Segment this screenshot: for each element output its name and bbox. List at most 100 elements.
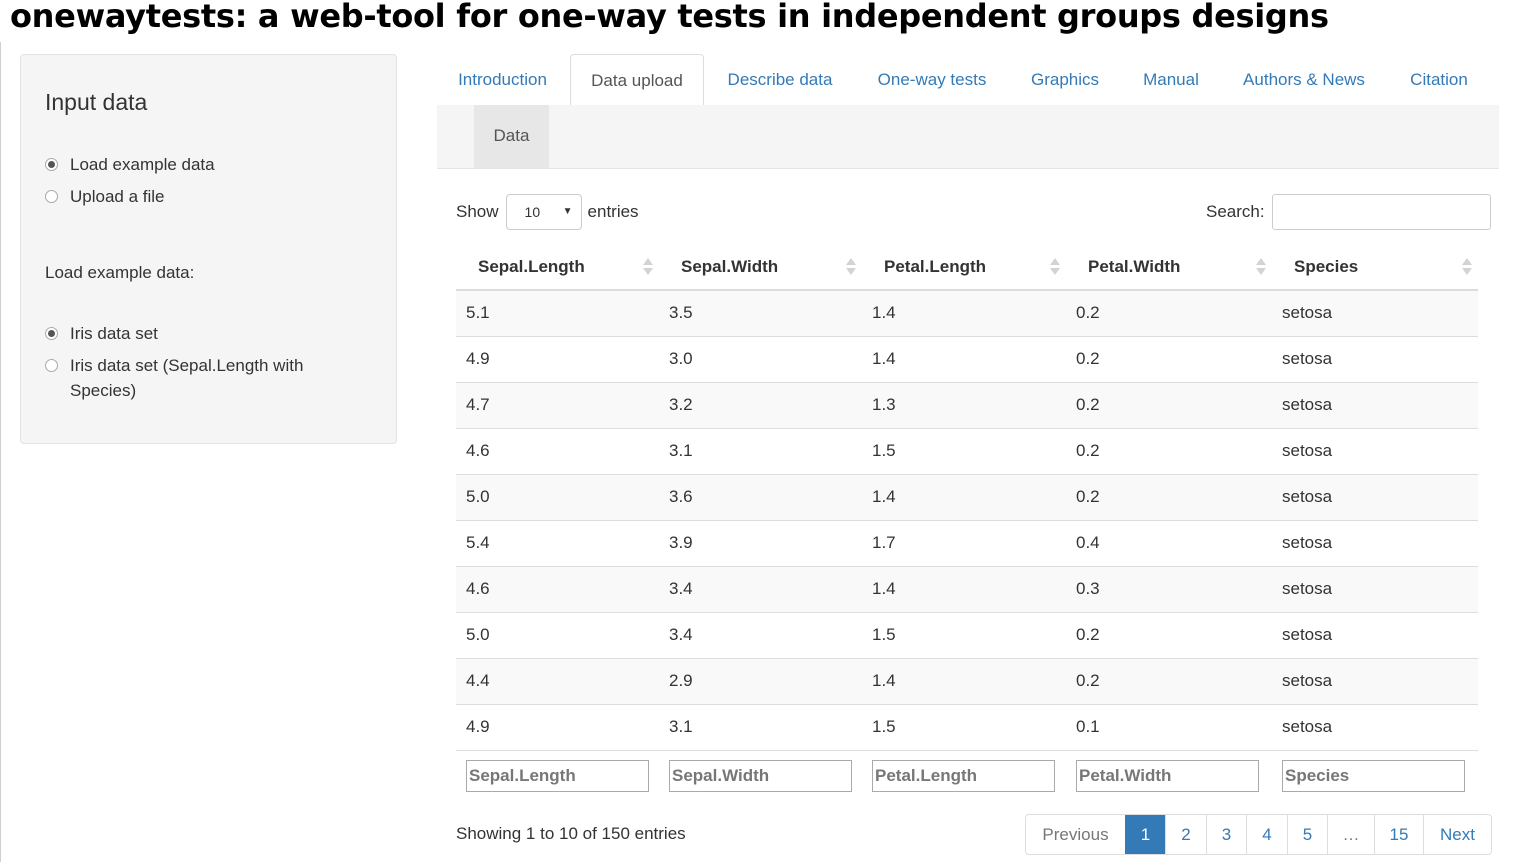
column-header-label: Petal.Width (1088, 256, 1181, 276)
radio-load-example-label: Load example data (70, 155, 215, 174)
column-header-sepal-length[interactable]: Sepal.Length (456, 244, 659, 291)
table-cell: 1.4 (862, 658, 1066, 705)
radio-upload-file-button[interactable] (45, 190, 58, 203)
table-cell: 5.4 (456, 520, 659, 567)
radio-load-example-button[interactable] (45, 158, 58, 171)
table-cell: 4.6 (456, 428, 659, 475)
column-header-label: Sepal.Length (478, 256, 585, 276)
table-cell: 3.9 (659, 520, 862, 567)
column-header-sepal-width[interactable]: Sepal.Width (659, 244, 862, 291)
table-cell: 0.2 (1066, 658, 1272, 705)
sort-icon (643, 258, 653, 276)
pagination-previous[interactable]: Previous (1042, 825, 1109, 844)
radio-upload-file[interactable]: Upload a file (45, 184, 165, 209)
table-row[interactable]: 5.4 3.9 1.7 0.4 setosa (456, 520, 1478, 567)
pagination-page-4[interactable]: 4 (1246, 815, 1287, 854)
pagination-page-5[interactable]: 5 (1287, 815, 1327, 854)
radio-iris[interactable]: Iris data set (45, 321, 158, 346)
table-cell: setosa (1272, 612, 1478, 659)
table-cell: 1.5 (862, 612, 1066, 659)
radio-load-example[interactable]: Load example data (45, 152, 215, 177)
radio-iris-sepal[interactable]: Iris data set (Sepal.Length with Species… (45, 353, 315, 403)
radio-iris-button[interactable] (45, 327, 58, 340)
table-cell: 5.0 (456, 474, 659, 521)
table-cell: 0.4 (1066, 520, 1272, 567)
filter-petal-width-input[interactable] (1076, 760, 1259, 793)
table-cell: 3.2 (659, 382, 862, 429)
tab-manual[interactable]: Manual (1143, 70, 1199, 89)
column-header-petal-width[interactable]: Petal.Width (1066, 244, 1272, 291)
table-cell: 3.4 (659, 612, 862, 659)
table-cell: setosa (1272, 658, 1478, 705)
table-row[interactable]: 4.7 3.2 1.3 0.2 setosa (456, 382, 1478, 429)
tab-introduction[interactable]: Introduction (458, 70, 547, 89)
column-header-label: Petal.Length (884, 256, 987, 276)
sort-icon (1050, 258, 1060, 276)
table-row[interactable]: 4.6 3.1 1.5 0.2 setosa (456, 428, 1478, 475)
pagination-ellipsis: … (1327, 815, 1374, 854)
radio-iris-label: Iris data set (70, 324, 158, 343)
table-cell: setosa (1272, 336, 1478, 383)
search-input[interactable] (1271, 194, 1491, 230)
table-cell: 3.1 (659, 428, 862, 475)
tab-citation[interactable]: Citation (1410, 70, 1468, 89)
table-cell: 1.5 (862, 428, 1066, 475)
page-border (0, 42, 1, 862)
table-cell: 1.4 (862, 474, 1066, 521)
tab-authors-news[interactable]: Authors & News (1243, 70, 1365, 89)
table-row[interactable]: 5.1 3.5 1.4 0.2 setosa (456, 290, 1478, 337)
show-label: Show (456, 202, 499, 221)
table-cell: 1.4 (862, 566, 1066, 613)
table-cell: 0.2 (1066, 428, 1272, 475)
table-cell: 0.2 (1066, 336, 1272, 383)
filter-species-input[interactable] (1282, 760, 1465, 793)
filter-sepal-width-input[interactable] (669, 760, 852, 793)
radio-iris-sepal-label: Iris data set (Sepal.Length with Species… (70, 356, 304, 400)
column-header-species[interactable]: Species (1272, 244, 1478, 291)
table-cell: 3.5 (659, 290, 862, 337)
table-search: Search: (1206, 194, 1491, 230)
table-row[interactable]: 4.9 3.1 1.5 0.1 setosa (456, 704, 1478, 751)
column-header-petal-length[interactable]: Petal.Length (862, 244, 1066, 291)
chevron-down-icon: ▼ (562, 206, 573, 217)
entries-select-value: 10 (524, 204, 541, 220)
table-cell: 4.9 (456, 704, 659, 751)
table-cell: 3.4 (659, 566, 862, 613)
table-cell: setosa (1272, 382, 1478, 429)
tab-describe-data[interactable]: Describe data (727, 70, 833, 89)
column-header-label: Sepal.Width (681, 256, 779, 276)
table-cell: 4.9 (456, 336, 659, 383)
tab-one-way-tests[interactable]: One-way tests (877, 70, 987, 89)
entries-select[interactable]: 10 ▼ (505, 194, 582, 230)
sort-icon (1256, 258, 1266, 276)
tab-data-upload[interactable]: Data upload (570, 54, 704, 106)
subtab-data[interactable]: Data (474, 105, 549, 168)
radio-iris-sepal-button[interactable] (45, 359, 58, 372)
table-row[interactable]: 4.9 3.0 1.4 0.2 setosa (456, 336, 1478, 383)
table-row[interactable]: 5.0 3.4 1.5 0.2 setosa (456, 612, 1478, 659)
table-cell: 4.7 (456, 382, 659, 429)
pagination-page-2[interactable]: 2 (1165, 815, 1206, 854)
pagination-page-1[interactable]: 1 (1125, 815, 1165, 854)
pagination-page-3[interactable]: 3 (1206, 815, 1246, 854)
input-panel-heading: Input data (45, 89, 148, 115)
table-row[interactable]: 4.6 3.4 1.4 0.3 setosa (456, 566, 1478, 613)
tab-graphics[interactable]: Graphics (1030, 70, 1100, 89)
pagination-next[interactable]: Next (1423, 815, 1491, 854)
table-cell: setosa (1272, 566, 1478, 613)
table-cell: setosa (1272, 290, 1478, 337)
filter-sepal-length-input[interactable] (466, 760, 649, 793)
pagination: Previous 1 2 3 4 5 … 15 Next (1025, 814, 1492, 855)
pagination-page-15[interactable]: 15 (1374, 815, 1423, 854)
input-panel: Input data Load example data Upload a fi… (20, 54, 397, 444)
table-cell: 2.9 (659, 658, 862, 705)
table-row[interactable]: 5.0 3.6 1.4 0.2 setosa (456, 474, 1478, 521)
table-row[interactable]: 4.4 2.9 1.4 0.2 setosa (456, 658, 1478, 705)
table-cell: 4.6 (456, 566, 659, 613)
example-data-label: Load example data: (45, 263, 195, 282)
filter-petal-length-input[interactable] (872, 760, 1055, 793)
table-cell: 1.5 (862, 704, 1066, 751)
table-cell: setosa (1272, 704, 1478, 751)
table-cell: 0.2 (1066, 382, 1272, 429)
data-table: Sepal.Length Sepal.Width Petal.Length Pe… (456, 244, 1478, 802)
